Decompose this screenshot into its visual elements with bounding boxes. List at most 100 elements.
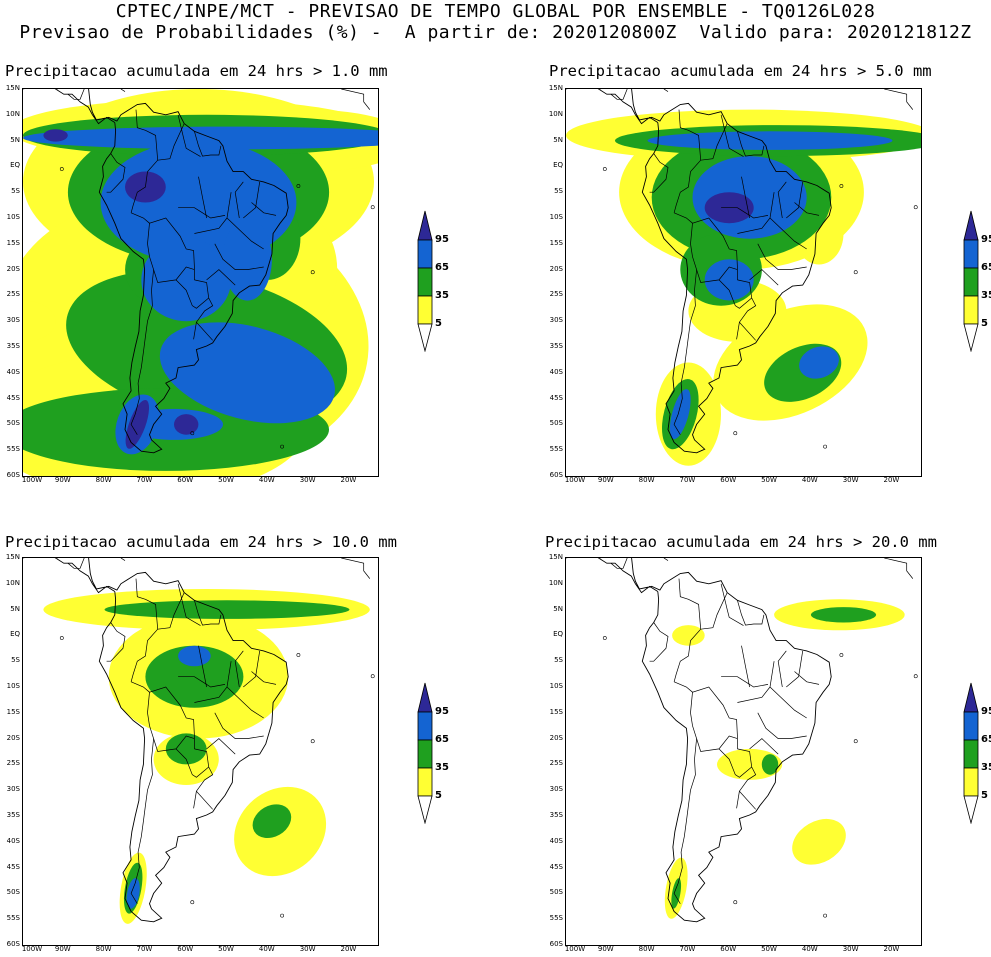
colorbar-svg bbox=[417, 210, 433, 353]
longitude-tick-label: 100W bbox=[564, 945, 586, 953]
longitude-tick-label: 50W bbox=[218, 476, 234, 484]
colorbar-level-label: 5 bbox=[435, 790, 442, 801]
latitude-tick-label: 45S bbox=[549, 862, 563, 871]
colorbar-level-label: 35 bbox=[435, 290, 449, 301]
latitude-tick-label: 60S bbox=[6, 471, 20, 479]
latitude-tick-label: EQ bbox=[10, 630, 20, 639]
colorbar-level-label: 35 bbox=[435, 762, 449, 773]
longitude-tick-label: 90W bbox=[597, 476, 614, 484]
longitude-tick-label: 80W bbox=[95, 476, 112, 484]
latitude-tick-label: 10N bbox=[548, 578, 563, 587]
latitude-tick-label: 50S bbox=[6, 888, 20, 897]
colorbar bbox=[963, 682, 979, 828]
latitude-tick-label: 35S bbox=[549, 342, 563, 350]
longitude-tick-label: 90W bbox=[54, 476, 71, 484]
latitude-tick-label: 35S bbox=[6, 342, 20, 350]
panel-title: Precipitacao acumulada em 24 hrs > 10.0 … bbox=[5, 533, 397, 551]
latitude-tick-label: 5S bbox=[11, 187, 20, 196]
latitude-tick-label: 45S bbox=[549, 393, 563, 402]
longitude-tick-label: 80W bbox=[95, 945, 112, 953]
latitude-tick-label: 10S bbox=[6, 213, 20, 221]
latitude-tick-label: 5N bbox=[553, 135, 563, 144]
colorbar-level-label: 5 bbox=[435, 318, 442, 329]
longitude-tick-label: 100W bbox=[21, 945, 43, 953]
latitude-tick-label: 15S bbox=[6, 707, 20, 716]
longitude-tick-label: 80W bbox=[638, 476, 655, 484]
colorbar-svg bbox=[963, 210, 979, 353]
figure-title: CPTEC/INPE/MCT - PREVISAO DE TEMPO GLOBA… bbox=[115, 1, 876, 22]
latitude-tick-label: 5S bbox=[554, 656, 563, 665]
longitude-tick-label: 60W bbox=[720, 945, 737, 953]
longitude-tick-label: 70W bbox=[679, 945, 696, 953]
longitude-tick-label: 20W bbox=[340, 945, 357, 953]
latitude-tick-label: 25S bbox=[549, 290, 563, 299]
colorbar bbox=[417, 682, 433, 828]
latitude-tick-label: 60S bbox=[6, 940, 20, 948]
map-svg bbox=[23, 89, 378, 476]
map-svg bbox=[566, 89, 921, 466]
colorbar-level-label: 65 bbox=[981, 262, 991, 273]
longitude-tick-label: 30W bbox=[299, 945, 316, 953]
latitude-tick-label: 30S bbox=[6, 316, 20, 325]
latitude-tick-label: 25S bbox=[6, 759, 20, 768]
colorbar-svg bbox=[963, 682, 979, 825]
colorbar-level-label: 35 bbox=[981, 290, 991, 301]
panel-title: Precipitacao acumulada em 24 hrs > 5.0 m… bbox=[549, 62, 932, 80]
colorbar-level-label: 95 bbox=[435, 234, 449, 245]
latitude-tick-label: 15N bbox=[548, 84, 563, 92]
latitude-tick-label: 30S bbox=[6, 785, 20, 794]
latitude-tick-label: 15N bbox=[5, 84, 20, 92]
colorbar-level-label: 65 bbox=[435, 734, 449, 745]
map-svg bbox=[23, 558, 375, 924]
colorbar-level-label: 95 bbox=[435, 706, 449, 717]
latitude-tick-label: 20S bbox=[6, 264, 20, 273]
longitude-tick-label: 20W bbox=[340, 476, 357, 484]
latitude-tick-label: 55S bbox=[6, 914, 20, 923]
latitude-tick-label: 15S bbox=[6, 238, 20, 247]
longitude-tick-label: 20W bbox=[883, 945, 900, 953]
colorbar-level-label: 65 bbox=[435, 262, 449, 273]
latitude-tick-label: 10N bbox=[5, 109, 20, 118]
colorbar-level-label: 95 bbox=[981, 234, 991, 245]
colorbar-svg bbox=[417, 682, 433, 825]
latitude-tick-label: 20S bbox=[6, 733, 20, 742]
longitude-tick-label: 70W bbox=[136, 945, 153, 953]
latitude-tick-label: 15S bbox=[549, 238, 563, 247]
latitude-tick-label: 15N bbox=[548, 553, 563, 561]
probability-map bbox=[565, 88, 922, 477]
latitude-tick-label: 50S bbox=[6, 419, 20, 428]
longitude-tick-label: 90W bbox=[54, 945, 71, 953]
colorbar-level-label: 95 bbox=[981, 706, 991, 717]
latitude-tick-label: 10S bbox=[549, 682, 563, 690]
probability-map bbox=[22, 88, 379, 477]
longitude-tick-label: 50W bbox=[218, 945, 234, 953]
latitude-tick-label: 55S bbox=[6, 445, 20, 454]
latitude-tick-label: 5S bbox=[11, 656, 20, 665]
latitude-tick-label: 35S bbox=[6, 811, 20, 819]
longitude-tick-label: 80W bbox=[638, 945, 655, 953]
latitude-tick-label: EQ bbox=[553, 630, 563, 639]
probability-map bbox=[565, 557, 922, 946]
longitude-tick-label: 100W bbox=[564, 476, 586, 484]
latitude-tick-label: 20S bbox=[549, 733, 563, 742]
colorbar-level-label: 5 bbox=[981, 790, 988, 801]
longitude-tick-label: 100W bbox=[21, 476, 43, 484]
colorbar-level-label: 35 bbox=[981, 762, 991, 773]
latitude-tick-label: 5N bbox=[10, 135, 20, 144]
longitude-tick-label: 30W bbox=[842, 476, 859, 484]
latitude-tick-label: 20S bbox=[549, 264, 563, 273]
longitude-tick-label: 70W bbox=[679, 476, 696, 484]
longitude-tick-label: 30W bbox=[299, 476, 316, 484]
longitude-tick-label: 40W bbox=[801, 476, 818, 484]
longitude-tick-label: 50W bbox=[761, 945, 777, 953]
latitude-tick-label: EQ bbox=[553, 161, 563, 170]
panel-title: Precipitacao acumulada em 24 hrs > 20.0 … bbox=[545, 533, 937, 551]
longitude-tick-label: 40W bbox=[801, 945, 818, 953]
figure-subtitle: Previsao de Probabilidades (%) - A parti… bbox=[19, 22, 972, 43]
latitude-tick-label: 60S bbox=[549, 940, 563, 948]
latitude-tick-label: EQ bbox=[10, 161, 20, 170]
latitude-tick-label: 10S bbox=[6, 682, 20, 690]
latitude-tick-label: 30S bbox=[549, 785, 563, 794]
latitude-tick-label: 35S bbox=[549, 811, 563, 819]
longitude-tick-label: 40W bbox=[258, 945, 275, 953]
